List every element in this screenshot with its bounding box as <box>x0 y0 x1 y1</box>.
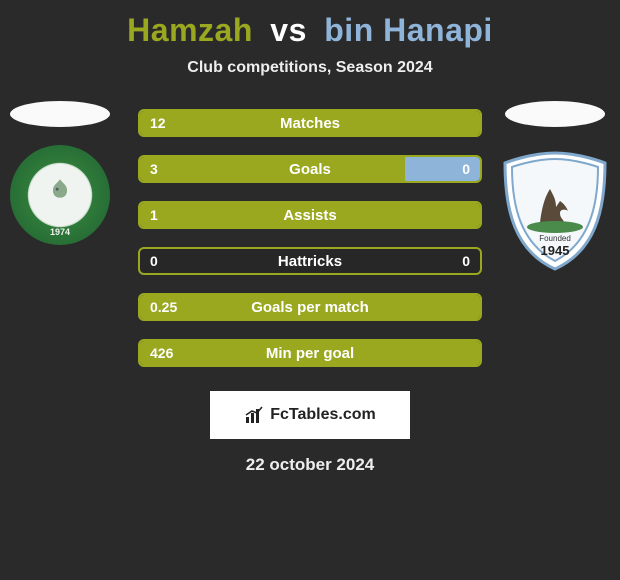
team-right-badge: Founded 1945 <box>500 151 610 271</box>
chart-icon <box>244 405 264 425</box>
stat-row: 12Matches <box>138 109 482 137</box>
subtitle: Club competitions, Season 2024 <box>0 59 620 77</box>
stat-row: 426Min per goal <box>138 339 482 367</box>
stat-label: Assists <box>140 207 480 224</box>
team-right-year: 1945 <box>541 243 570 258</box>
content-area: 1974 Founded 1945 12Matches 30Goals 1Assis… <box>0 109 620 367</box>
date-text: 22 october 2024 <box>0 455 620 475</box>
stat-row: 0.25Goals per match <box>138 293 482 321</box>
team-left-block: 1974 <box>10 101 110 245</box>
stat-label: Min per goal <box>140 345 480 362</box>
founded-label: Founded <box>539 234 571 243</box>
stat-row: 00Hattricks <box>138 247 482 275</box>
stat-rows-container: 12Matches 30Goals 1Assists 00Hattricks 0.25G… <box>138 109 482 367</box>
stat-label: Goals per match <box>140 299 480 316</box>
stat-label: Hattricks <box>140 253 480 270</box>
shield-icon: Founded 1945 <box>500 151 610 271</box>
shadow-ellipse-right <box>505 101 605 127</box>
stat-label: Matches <box>140 115 480 132</box>
vs-separator: vs <box>270 12 307 48</box>
team-right-block: Founded 1945 <box>500 101 610 271</box>
comparison-title: Hamzah vs bin Hanapi <box>0 0 620 49</box>
stat-row: 30Goals <box>138 155 482 183</box>
team-left-badge: 1974 <box>10 145 110 245</box>
stat-label: Goals <box>140 161 480 178</box>
team-left-year: 1974 <box>50 227 70 237</box>
branding-text: FcTables.com <box>270 406 376 424</box>
player2-name: bin Hanapi <box>324 12 493 48</box>
shadow-ellipse-left <box>10 101 110 127</box>
eagle-icon <box>43 175 77 216</box>
stat-row: 1Assists <box>138 201 482 229</box>
player1-name: Hamzah <box>127 12 253 48</box>
branding-box: FcTables.com <box>210 391 410 439</box>
